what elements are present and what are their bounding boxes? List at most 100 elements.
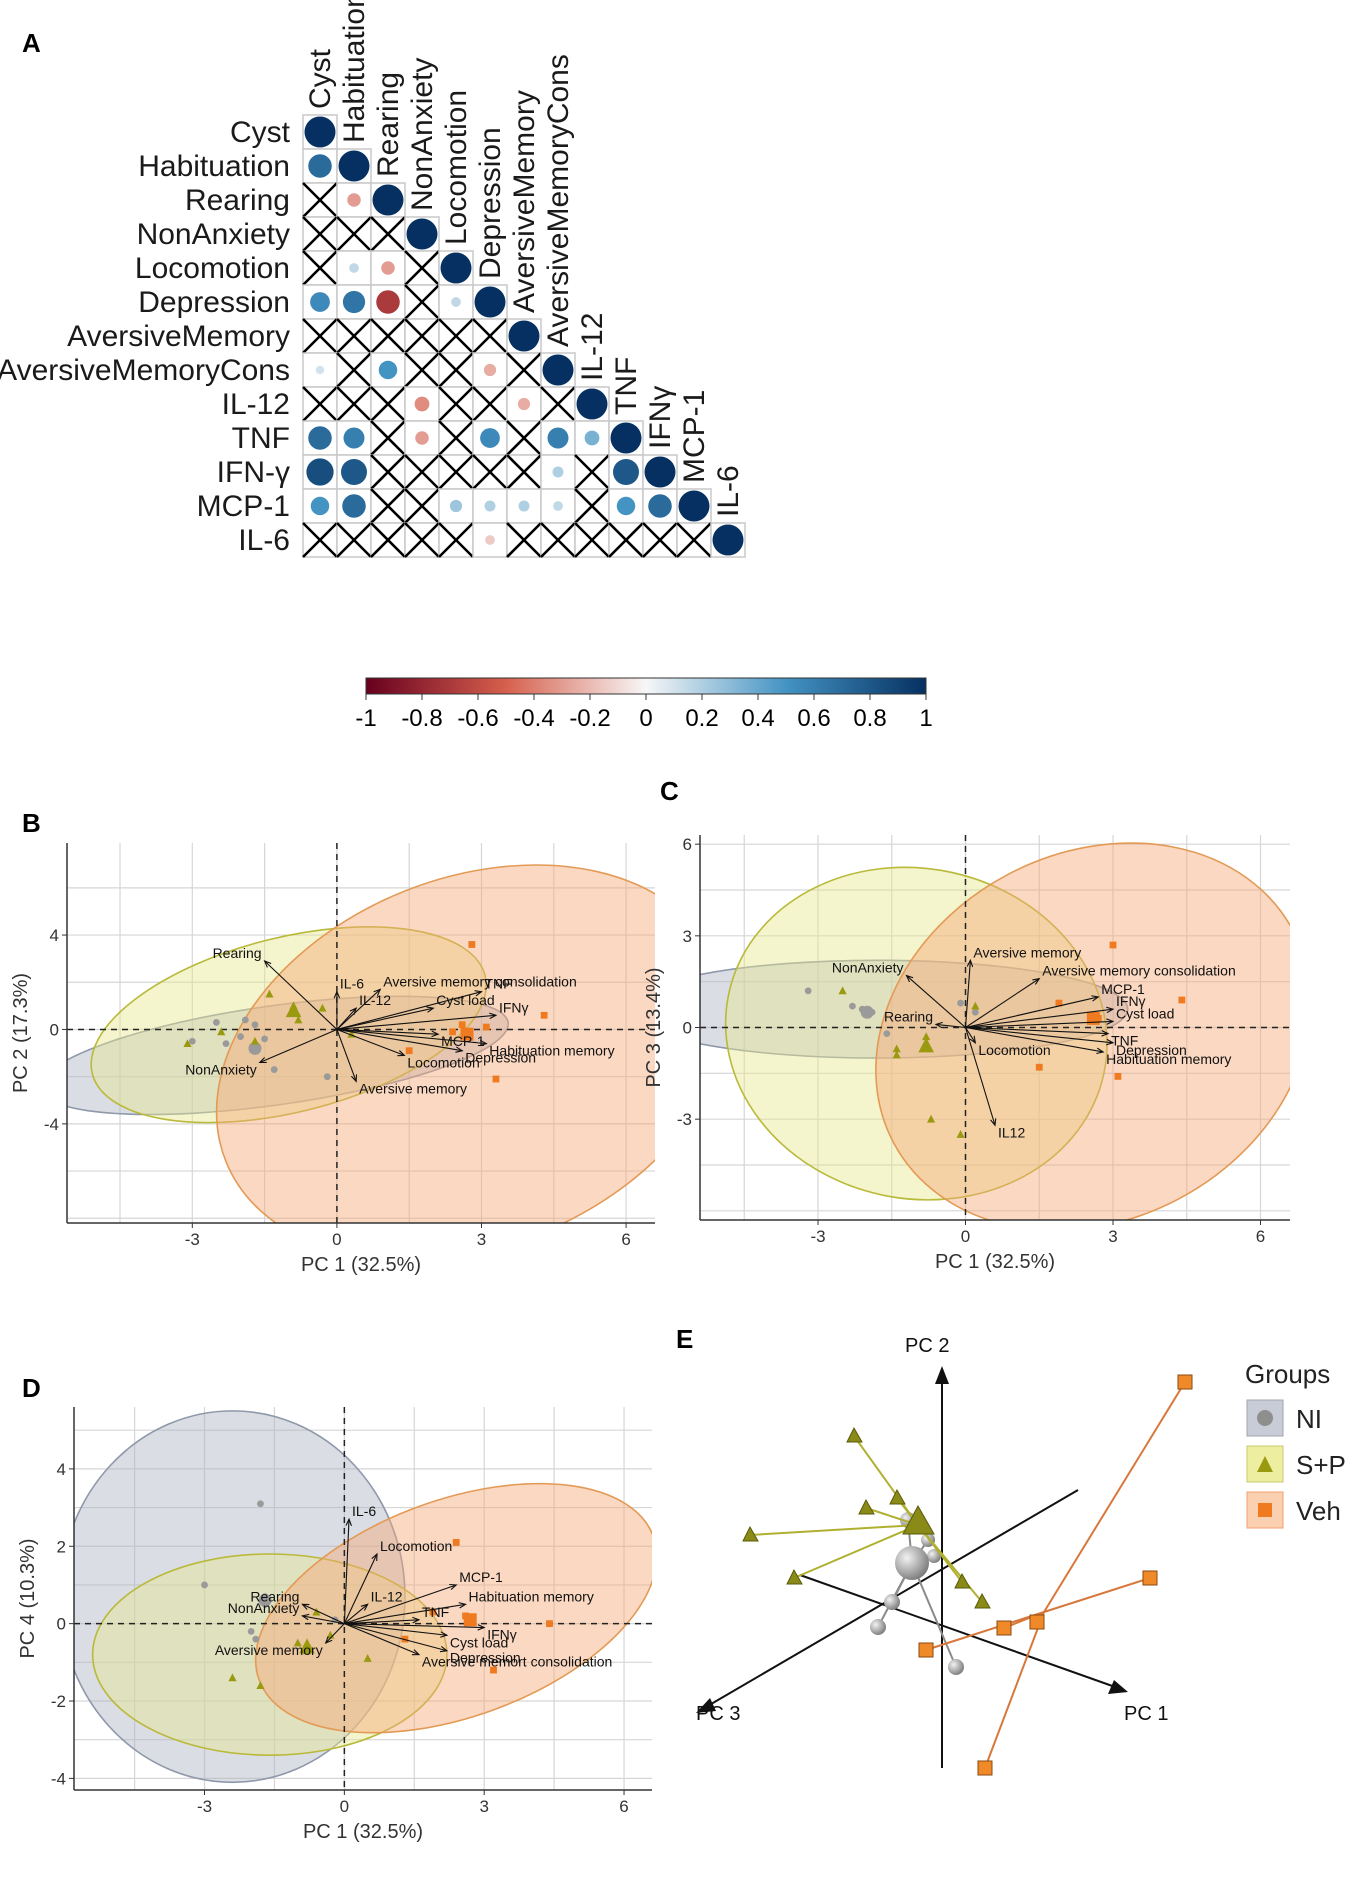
colorbar: -1 -0.8 -0.6 -0.4 -0.2 0 0.2 0.4 0.6 0.8 1: [355, 677, 933, 732]
data-point: [452, 1539, 460, 1546]
loading-vectors: IL-6 Locomotion MCP-1 Habituation memory Rea…: [215, 1503, 613, 1669]
loading-arrow: [336, 1028, 439, 1035]
row-label: Habituation: [138, 150, 290, 183]
row-label: MCP-1: [197, 490, 290, 523]
veh-stem: [1043, 1577, 1151, 1613]
arrow-head-icon: [458, 1602, 467, 1609]
matrix-cell: [540, 522, 576, 558]
loading-arrow: [302, 1615, 345, 1625]
matrix-cell: [404, 216, 440, 252]
colorbar-tick-label: -0.4: [513, 705, 554, 732]
sp-pyramid: [954, 1572, 971, 1589]
matrix-cell: [472, 522, 508, 558]
veh-cube: [1177, 1374, 1193, 1390]
loading-arrow: [965, 1026, 1104, 1053]
correlation-circle: [613, 459, 639, 485]
loading-label: IFNγ: [499, 999, 529, 1015]
confidence-ellipse: [724, 866, 1108, 1201]
data-point: [183, 1039, 192, 1048]
y-tick-label: -2: [51, 1692, 66, 1711]
panel-letter-c: C: [660, 776, 679, 806]
data-point: [971, 1008, 979, 1016]
loading-label: Cyst load: [1116, 1005, 1174, 1021]
grid: [67, 843, 655, 1223]
confidence-ellipse: [254, 1482, 652, 1734]
cross-line: [370, 420, 406, 456]
correlation-circle: [381, 261, 395, 275]
data-point: [256, 1681, 265, 1689]
arrow-head-icon: [966, 958, 974, 968]
correlation-circle: [552, 466, 564, 478]
correlation-circle: [648, 494, 672, 518]
matrix-cell: [540, 488, 576, 524]
loading-label: IL12: [998, 1124, 1025, 1140]
confidence-ellipse: [875, 842, 1290, 1220]
data-point: [252, 1635, 260, 1643]
matrix-cell: [642, 454, 678, 490]
cross-line: [438, 454, 474, 490]
data-point: [971, 1001, 980, 1010]
x-tick-label: 3: [479, 1797, 488, 1816]
ni-points-3d: [870, 1512, 964, 1675]
column-label: AversiveMemoryCons: [542, 54, 575, 347]
cross-line: [404, 454, 440, 490]
panel-letter-d: D: [22, 1373, 41, 1403]
matrix-cell: [302, 114, 338, 150]
row-label: Depression: [138, 286, 290, 319]
data-point: [449, 1028, 456, 1036]
cross-line: [404, 522, 440, 558]
pca-3d-plot: PC 2 PC 1 PC 3: [696, 1335, 1193, 1776]
matrix-cell: [336, 182, 372, 218]
loading-label: MCP-1: [1101, 981, 1145, 997]
data-point: [460, 1027, 474, 1041]
cross-line: [472, 454, 508, 490]
loading-label: Locomotion: [407, 1054, 479, 1070]
loading-label: TNF: [484, 976, 511, 992]
matrix-cell: [370, 522, 406, 558]
row-label: IL-12: [222, 388, 290, 421]
plot-body: [67, 843, 655, 1223]
cross-line: [438, 386, 474, 422]
column-label: TNF: [610, 357, 643, 415]
y-tick-label: 4: [57, 1460, 66, 1479]
loading-label: Depression: [1116, 1042, 1187, 1058]
arrow-head-icon: [1032, 977, 1041, 985]
matrix-cell: [370, 216, 406, 252]
loading-arrow: [336, 1007, 357, 1030]
correlation-circle: [310, 496, 330, 516]
correlation-circle: [678, 490, 710, 522]
loading-arrow: [264, 960, 338, 1030]
correlation-circle: [474, 286, 506, 318]
y-tick-label: 4: [50, 926, 59, 945]
correlation-circle: [553, 501, 563, 511]
cross-line: [472, 386, 508, 422]
colorbar-tick-label: 0.8: [853, 705, 886, 732]
arrow-head-icon: [412, 1616, 421, 1624]
veh-stem: [1043, 1381, 1186, 1613]
arrow-head-icon: [258, 1057, 267, 1064]
loading-arrow: [343, 1519, 350, 1624]
loading-arrow: [259, 1028, 338, 1064]
matrix-cell: [506, 454, 542, 490]
arrow-head-icon: [345, 1517, 352, 1526]
loading-label: Cyst load: [450, 1634, 508, 1650]
data-point: [463, 1613, 477, 1627]
correlation-circle: [308, 426, 332, 450]
column-label: Locomotion: [440, 90, 473, 245]
correlation-circle: [508, 320, 540, 352]
matrix-cell: [574, 488, 610, 524]
confidence-ellipse: [67, 995, 510, 1116]
y-tick-label: -3: [677, 1110, 692, 1129]
matrix-cell: [404, 284, 440, 320]
cross-line: [302, 250, 338, 286]
cross-line: [370, 216, 406, 252]
column-label: IL-6: [712, 465, 745, 517]
colorbar-tick-label: -1: [355, 705, 376, 732]
x-tick-label: -3: [810, 1227, 825, 1246]
cross-line: [574, 488, 610, 524]
data-point: [241, 1016, 249, 1024]
matrix-cell: [574, 454, 610, 490]
y-tick-label: 0: [683, 1019, 692, 1038]
matrix-cell: [506, 352, 542, 388]
loading-arrow: [344, 1623, 420, 1656]
